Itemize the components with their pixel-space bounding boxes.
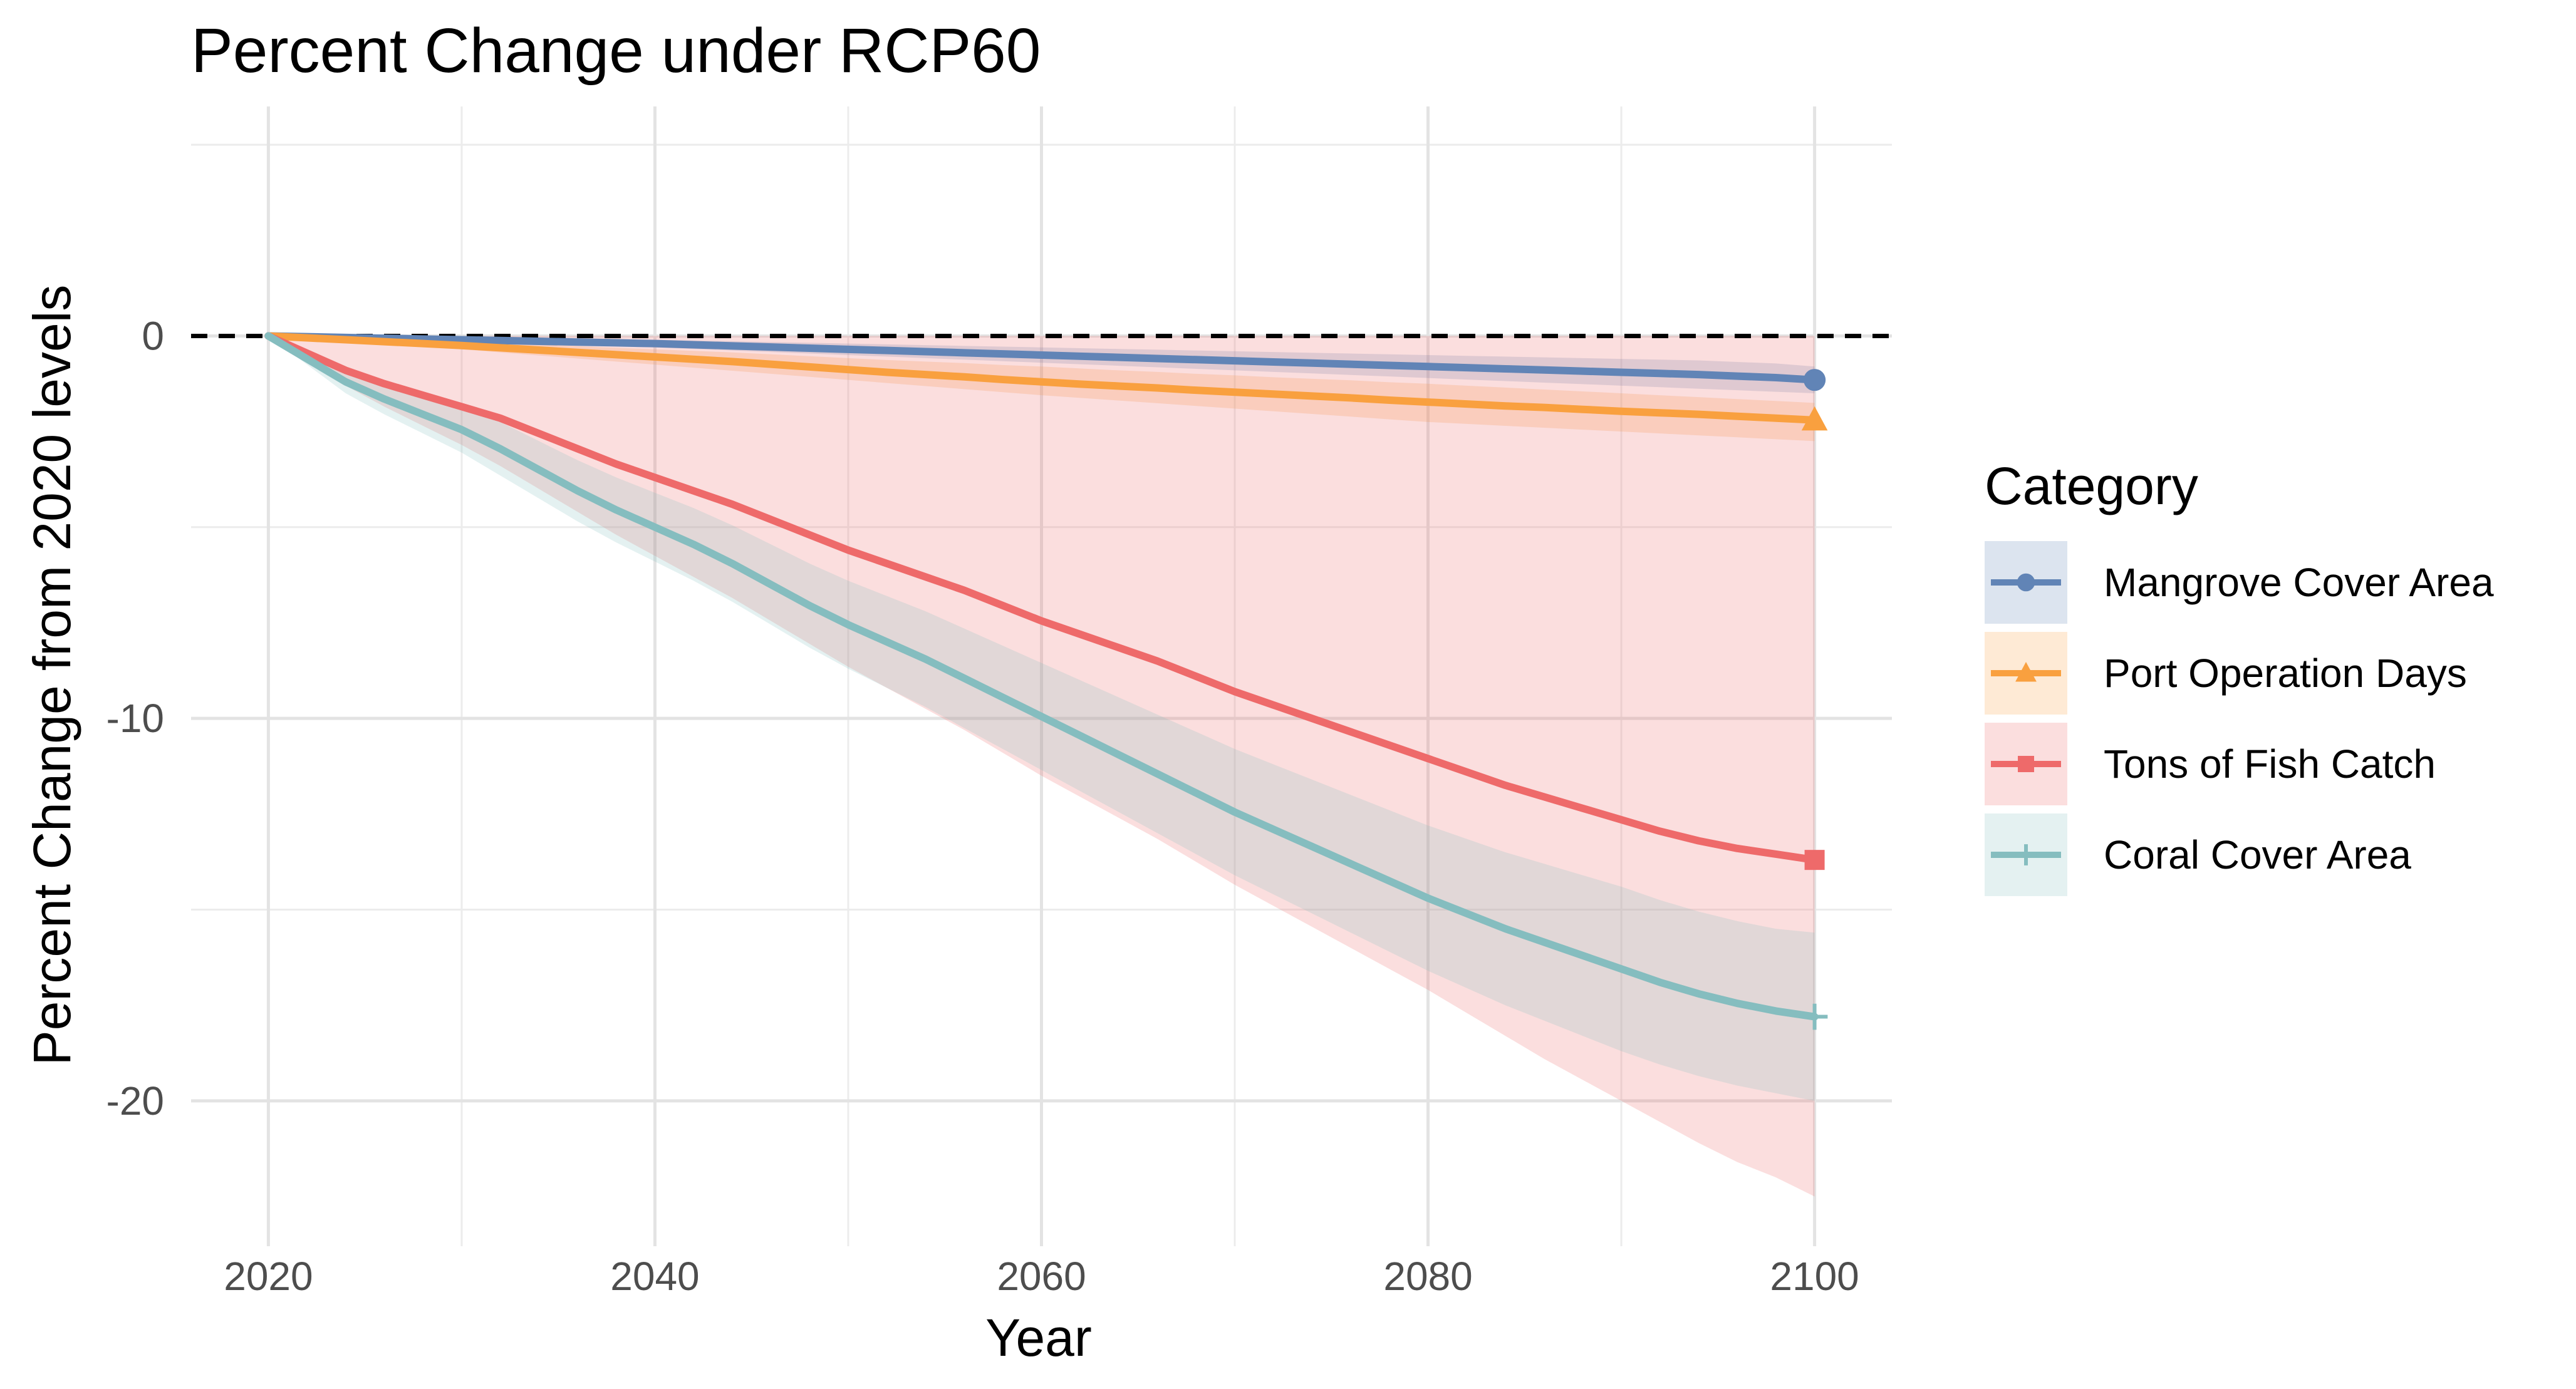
- legend-key-marker-mangrove-cover-area: [2017, 573, 2035, 592]
- y-tick-label--10: -10: [106, 696, 165, 741]
- legend-title: Category: [1985, 457, 2198, 515]
- x-tick-label-2060: 2060: [997, 1254, 1086, 1299]
- end-marker-tons-of-fish-catch: [1804, 850, 1825, 870]
- ribbon-mangrove-cover-area: [268, 336, 1815, 394]
- x-axis-label: Year: [985, 1308, 1092, 1367]
- ribbon-port-operation-days: [268, 336, 1815, 441]
- x-tick-label-2100: 2100: [1770, 1254, 1859, 1299]
- end-marker-mangrove-cover-area: [1803, 369, 1826, 391]
- x-tick-label-2020: 2020: [224, 1254, 313, 1299]
- chart-title: Percent Change under RCP60: [191, 16, 1041, 86]
- x-tick-label-2080: 2080: [1383, 1254, 1472, 1299]
- legend-item-coral-cover-area: Coral Cover Area: [1985, 813, 2411, 896]
- legend-key-marker-tons-of-fish-catch: [2018, 756, 2034, 772]
- legend-item-mangrove-cover-area: Mangrove Cover Area: [1985, 541, 2494, 624]
- ribbon-tons-of-fish-catch: [268, 336, 1815, 1197]
- legend-label-port-operation-days: Port Operation Days: [2104, 651, 2467, 696]
- series-lines: [264, 332, 1819, 1021]
- series-end-markers: [1801, 369, 1828, 1030]
- legend-item-tons-of-fish-catch: Tons of Fish Catch: [1985, 723, 2436, 805]
- y-tick-label-0: 0: [142, 313, 164, 358]
- x-tick-label-2040: 2040: [610, 1254, 699, 1299]
- line-tons-of-fish-catch: [264, 332, 1819, 864]
- legend: Category Mangrove Cover Area Port Operati…: [1985, 457, 2494, 896]
- legend-item-port-operation-days: Port Operation Days: [1985, 632, 2467, 715]
- end-marker-coral-cover-area: [1801, 1003, 1828, 1030]
- legend-label-coral-cover-area: Coral Cover Area: [2104, 832, 2411, 877]
- line-coral-cover-area: [264, 332, 1819, 1021]
- legend-label-mangrove-cover-area: Mangrove Cover Area: [2104, 560, 2494, 605]
- end-marker-port-operation-days: [1801, 406, 1828, 431]
- y-axis-label: Percent Change from 2020 levels: [23, 285, 81, 1066]
- line-mangrove-cover-area: [264, 332, 1819, 384]
- line-port-operation-days: [264, 332, 1819, 424]
- legend-key-marker-port-operation-days: [2015, 662, 2037, 682]
- y-axis-tick-labels: 0 -10 -20: [106, 313, 165, 1123]
- legend-label-tons-of-fish-catch: Tons of Fish Catch: [2104, 741, 2436, 787]
- y-tick-label--20: -20: [106, 1078, 165, 1123]
- legend-key-marker-coral-cover-area: [2015, 844, 2037, 865]
- x-axis-tick-labels: 2020 2040 2060 2080 2100: [224, 1254, 1859, 1299]
